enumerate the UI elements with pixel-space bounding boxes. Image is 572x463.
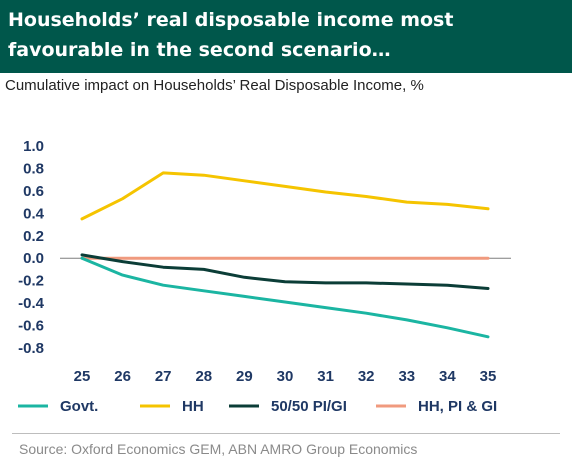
legend-label: 50/50 PI/GI — [271, 398, 347, 415]
x-tick-label: 28 — [195, 368, 212, 385]
x-tick-label: 34 — [439, 368, 456, 385]
legend: Govt. HH 50/50 PI/GI HH, PI & GI — [18, 398, 497, 415]
x-tick-label: 27 — [155, 368, 172, 385]
x-axis-ticks: 25 26 27 28 29 30 31 32 33 34 35 — [74, 368, 497, 385]
y-tick-label: 1.0 — [23, 138, 44, 155]
source-note: Source: Oxford Economics GEM, ABN AMRO G… — [19, 441, 418, 457]
x-tick-label: 33 — [398, 368, 415, 385]
x-tick-label: 29 — [236, 368, 253, 385]
line-chart: 1.00.80.60.40.20.0-0.2-0.4-0.6-0.8 25 26 2… — [18, 138, 511, 415]
series-line-hh — [80, 171, 490, 221]
y-tick-label: 0.4 — [23, 205, 45, 222]
x-tick-label: 32 — [358, 368, 375, 385]
chart-title: Households’ real disposable income most … — [8, 9, 454, 61]
series-line-govt — [80, 256, 490, 339]
y-tick-label: -0.2 — [18, 273, 44, 290]
y-tick-label: -0.6 — [18, 318, 44, 335]
chart-subtitle: Cumulative impact on Households’ Real Di… — [5, 77, 424, 94]
x-tick-label: 35 — [480, 368, 497, 385]
x-tick-label: 25 — [74, 368, 91, 385]
source-divider — [12, 433, 560, 434]
y-tick-label: -0.4 — [18, 295, 45, 312]
series-line-50-50-pi-gi — [80, 253, 490, 290]
x-tick-label: 31 — [317, 368, 334, 385]
y-tick-label: -0.8 — [18, 340, 44, 357]
x-tick-label: 30 — [277, 368, 294, 385]
y-tick-label: 0.0 — [23, 250, 44, 267]
y-axis-ticks: 1.0 0.8 0.6 0.4 0.2 0.0 -0.2 -0.4 -0.6 -0.8 — [18, 138, 45, 357]
legend-label: Govt. — [60, 398, 98, 415]
y-tick-label: 0.6 — [23, 183, 44, 200]
y-tick-label: 0.8 — [23, 160, 44, 177]
chart-header: Households’ real disposable income most … — [0, 0, 572, 73]
y-tick-label: 0.2 — [23, 228, 44, 245]
legend-label: HH — [182, 398, 204, 415]
x-tick-label: 26 — [114, 368, 131, 385]
series-lines — [80, 171, 490, 339]
legend-label: HH, PI & GI — [418, 398, 497, 415]
